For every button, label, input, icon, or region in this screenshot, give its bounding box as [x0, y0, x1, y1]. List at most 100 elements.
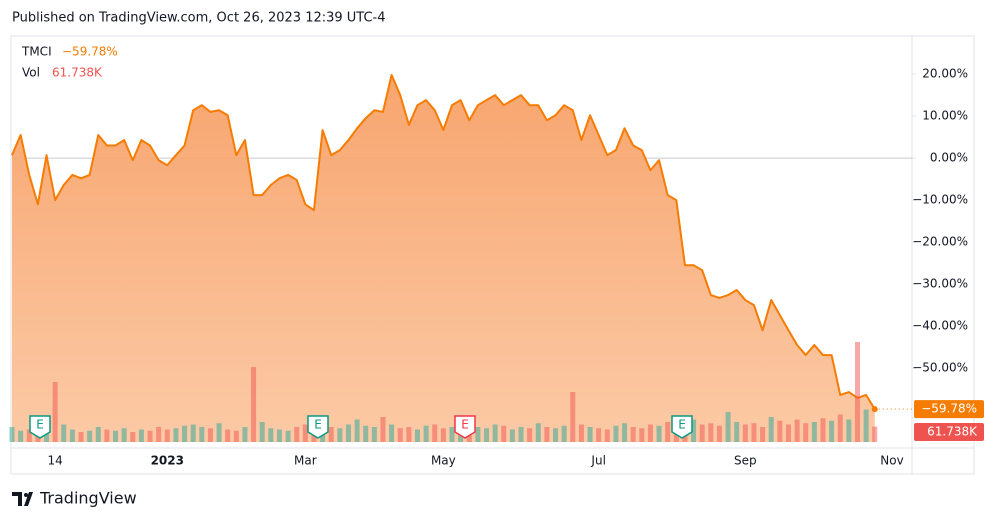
volume-bar	[492, 424, 498, 442]
y-tick-label: −20.00%	[912, 235, 968, 249]
publisher-note: Published on TradingView.com, Oct 26, 20…	[12, 11, 386, 26]
volume-bar	[837, 414, 843, 442]
volume-bar	[691, 419, 697, 442]
volume-bar	[639, 428, 645, 442]
volume-bar	[363, 425, 369, 442]
volume-bar	[768, 417, 774, 442]
volume-bar	[233, 430, 239, 442]
volume-bar	[604, 429, 610, 442]
price-area	[12, 74, 875, 442]
volume-bar	[656, 425, 662, 442]
volume-bar	[61, 424, 67, 442]
volume-bar	[613, 425, 619, 442]
volume-bar	[440, 428, 446, 442]
volume-bar	[328, 427, 334, 442]
volume-bar	[647, 424, 653, 442]
volume-bar	[190, 424, 196, 442]
volume-bar	[242, 427, 248, 442]
x-tick-label: 14	[47, 454, 62, 468]
volume-bar	[95, 427, 101, 442]
volume-bar	[587, 427, 593, 442]
brand-name: TradingView	[39, 489, 137, 508]
volume-bar	[561, 425, 567, 442]
volume-bar	[665, 422, 671, 442]
earnings-badge	[307, 415, 329, 439]
volume-bar	[742, 424, 748, 442]
volume-bar	[259, 422, 265, 442]
volume-bar	[199, 427, 205, 442]
volume-bar	[52, 382, 58, 442]
volume-bar	[544, 427, 550, 442]
legend-volume-value: 61.738K	[52, 66, 103, 80]
price-tag-label: −59.78%	[921, 402, 977, 416]
legend-change: −59.78%	[62, 45, 118, 59]
volume-bar	[501, 425, 507, 442]
earnings-badge	[454, 415, 476, 439]
chart-frame	[10, 35, 975, 475]
volume-bar	[535, 423, 541, 442]
volume-bar	[622, 423, 628, 442]
volume-bar	[820, 418, 826, 442]
volume-bar	[26, 429, 32, 442]
earnings-label: E	[36, 418, 44, 432]
volume-bar	[578, 424, 584, 442]
y-tick-label: 0.00%	[930, 151, 968, 165]
volume-bar	[751, 423, 757, 442]
volume-bar	[354, 419, 360, 442]
volume-bar	[225, 429, 231, 442]
earnings-marker: E	[671, 415, 693, 439]
volume-bar	[432, 424, 438, 442]
volume-bar	[553, 428, 559, 442]
last-price-dot	[871, 406, 878, 413]
volume-bar	[863, 409, 869, 442]
volume-bar	[475, 427, 481, 442]
volume-bar	[164, 429, 170, 442]
volume-bar	[734, 422, 740, 442]
volume-bar	[44, 428, 50, 442]
x-tick-label: Nov	[880, 454, 903, 468]
y-tick-label: 10.00%	[922, 109, 968, 123]
volume-tag	[914, 423, 984, 441]
earnings-label: E	[461, 418, 469, 432]
volume-bar	[803, 423, 809, 442]
volume-bar	[78, 432, 84, 442]
price-line	[11, 73, 876, 410]
earnings-marker: E	[307, 415, 329, 439]
volume-bar	[104, 429, 110, 442]
volume-bar	[509, 429, 515, 442]
volume-bar	[854, 342, 860, 442]
volume-bar	[794, 419, 800, 442]
legend-symbol: TMCI	[21, 45, 52, 59]
y-tick-label: 20.00%	[922, 67, 968, 81]
volume-bar	[570, 392, 576, 442]
volume-bar	[527, 428, 533, 442]
volume-bar	[716, 425, 722, 442]
volume-bar	[130, 432, 136, 442]
volume-bar	[630, 427, 636, 442]
volume-bar	[69, 429, 75, 442]
earnings-badge	[671, 415, 693, 439]
volume-bar	[9, 427, 15, 442]
y-tick-label: −40.00%	[912, 319, 968, 333]
volume-bar	[596, 428, 602, 442]
volume-bar	[518, 427, 524, 442]
volume-tag-label: 61.738K	[927, 425, 978, 439]
volume-bar	[389, 424, 395, 442]
volume-bar	[87, 430, 93, 442]
volume-bar	[207, 428, 213, 442]
volume-bar	[18, 430, 24, 442]
x-tick-label: Jul	[590, 454, 605, 468]
brand-logo	[12, 492, 33, 506]
volume-bar	[173, 428, 179, 442]
volume-bar	[449, 427, 455, 442]
earnings-label: E	[314, 418, 322, 432]
volume-bar	[182, 425, 188, 442]
volume-bar	[484, 428, 490, 442]
x-tick-label: Mar	[294, 454, 317, 468]
earnings-marker: E	[29, 415, 51, 439]
volume-bar	[380, 417, 386, 442]
volume-bar	[699, 424, 705, 442]
earnings-marker: E	[454, 415, 476, 439]
